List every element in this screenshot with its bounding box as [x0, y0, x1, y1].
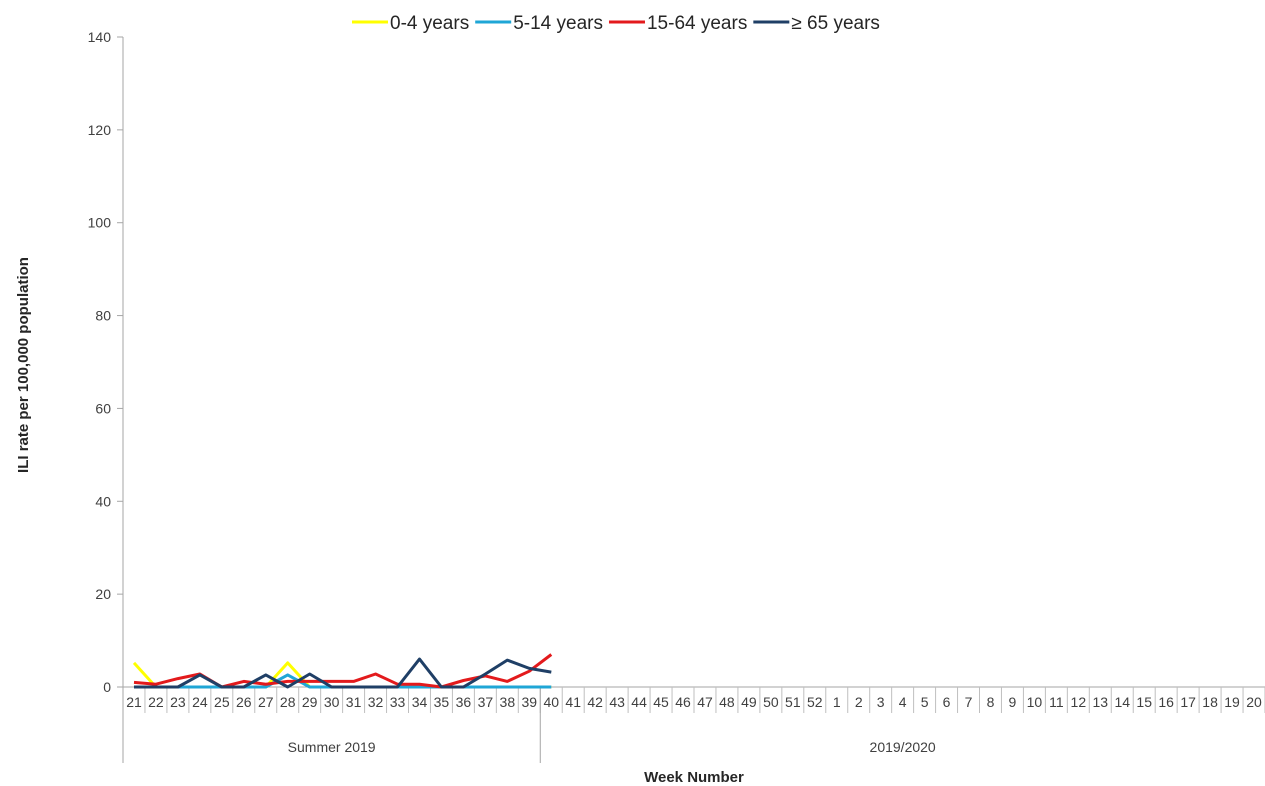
x-tick-label: 36: [456, 694, 472, 710]
x-tick-label: 25: [214, 694, 230, 710]
x-axis-title: Week Number: [644, 769, 744, 786]
x-tick-label: 46: [675, 694, 691, 710]
legend-label: ≥ 65 years: [791, 13, 880, 34]
x-tick-label: 29: [302, 694, 318, 710]
x-tick-label: 9: [1009, 694, 1017, 710]
y-tick-label: 120: [88, 122, 112, 138]
x-tick-label: 8: [987, 694, 995, 710]
x-tick-label: 11: [1049, 694, 1064, 710]
legend-label: 5-14 years: [513, 13, 603, 34]
x-tick-label: 22: [148, 694, 164, 710]
x-tick-label: 15: [1136, 694, 1152, 710]
x-tick-label: 23: [170, 694, 186, 710]
x-tick-label: 39: [521, 694, 537, 710]
y-axis-title: ILI rate per 100,000 population: [15, 257, 32, 473]
x-tick-label: 28: [280, 694, 296, 710]
x-tick-label: 30: [324, 694, 340, 710]
y-tick-label: 20: [95, 586, 111, 602]
x-tick-label: 38: [500, 694, 516, 710]
x-tick-label: 2: [855, 694, 863, 710]
x-tick-label: 33: [390, 694, 406, 710]
y-tick-label: 140: [88, 29, 112, 45]
y-tick-label: 100: [88, 215, 112, 231]
x-tick-label: 27: [258, 694, 274, 710]
x-tick-label: 16: [1158, 694, 1174, 710]
x-tick-label: 42: [587, 694, 603, 710]
x-tick-label: 7: [965, 694, 973, 710]
x-tick-label: 12: [1071, 694, 1087, 710]
legend-label: 15-64 years: [647, 13, 747, 34]
x-tick-label: 34: [412, 694, 428, 710]
x-tick-label: 13: [1092, 694, 1108, 710]
x-tick-label: 50: [763, 694, 779, 710]
legend-label: 0-4 years: [390, 13, 469, 34]
x-tick-label: 26: [236, 694, 252, 710]
y-tick-label: 40: [95, 493, 111, 509]
series-lines: [134, 655, 551, 688]
y-tick-label: 80: [95, 308, 111, 324]
x-tick-label: 52: [807, 694, 823, 710]
x-tick-label: 45: [653, 694, 669, 710]
x-tick-label: 21: [126, 694, 142, 710]
x-tick-label: 3: [877, 694, 885, 710]
x-tick-label: 32: [368, 694, 384, 710]
x-tick-label: 44: [631, 694, 647, 710]
chart-legend: 0-4 years 5-14 years 15-64 years ≥ 65 years: [352, 13, 880, 34]
x-tick-label: 10: [1027, 694, 1043, 710]
x-tick-label: 40: [543, 694, 559, 710]
x-tick-label: 37: [478, 694, 494, 710]
x-tick-label: 4: [899, 694, 907, 710]
x-tick-label: 48: [719, 694, 735, 710]
x-group-label: Summer 2019: [288, 739, 376, 755]
x-tick-label: 19: [1224, 694, 1240, 710]
x-tick-label: 51: [785, 694, 801, 710]
x-tick-label: 47: [697, 694, 713, 710]
x-group-label: 2019/2020: [870, 739, 936, 755]
x-axis: 21 22 23 24 25 26 27 28 29 30 31 32 33 34 35 36 37 38 39 40…: [123, 687, 1265, 763]
x-tick-label: 41: [565, 694, 581, 710]
x-tick-label: 43: [609, 694, 625, 710]
x-tick-label: 20: [1246, 694, 1262, 710]
y-axis: 0 20 40 60 80 100 120 140: [88, 29, 123, 695]
x-tick-label: 17: [1180, 694, 1196, 710]
y-tick-label: 60: [95, 400, 111, 416]
x-tick-label: 1: [833, 694, 841, 710]
x-tick-label: 6: [943, 694, 951, 710]
x-tick-label: 31: [346, 694, 362, 710]
x-tick-label: 14: [1114, 694, 1130, 710]
x-tick-label: 5: [921, 694, 929, 710]
x-tick-label: 49: [741, 694, 757, 710]
x-tick-label: 24: [192, 694, 208, 710]
y-tick-label: 0: [103, 679, 111, 695]
x-tick-label: 18: [1202, 694, 1218, 710]
x-tick-label: 35: [434, 694, 450, 710]
